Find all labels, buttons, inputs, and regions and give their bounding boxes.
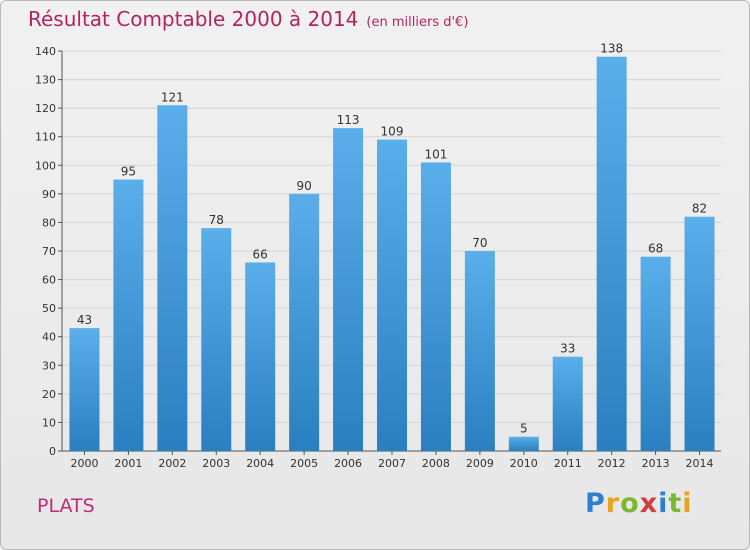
y-tick-label: 20 <box>42 388 56 401</box>
chart-title-text: Résultat Comptable 2000 à 2014 <box>28 7 359 31</box>
y-tick-label: 80 <box>42 216 56 229</box>
chart-unit: (en milliers d'€) <box>366 15 469 30</box>
logo-letter: t <box>668 488 683 519</box>
x-tick-label: 2007 <box>378 457 406 470</box>
y-tick-label: 30 <box>42 359 56 372</box>
bar-value-label: 78 <box>209 213 224 227</box>
chart-title: Résultat Comptable 2000 à 2014 (en millie… <box>28 7 468 31</box>
y-tick-label: 40 <box>42 331 56 344</box>
y-tick-label: 120 <box>35 102 56 115</box>
bar <box>420 162 451 451</box>
logo-letter: r <box>605 488 621 519</box>
x-tick-label: 2005 <box>290 457 318 470</box>
y-tick-label: 10 <box>42 416 56 429</box>
bar <box>377 139 407 452</box>
x-tick-label: 2012 <box>598 457 626 470</box>
bar-value-label: 33 <box>560 342 575 356</box>
x-tick-label: 2008 <box>422 457 450 470</box>
bar <box>69 328 100 451</box>
bar-value-label: 90 <box>296 179 311 193</box>
bar-value-label: 68 <box>648 242 663 256</box>
bar <box>201 228 232 451</box>
bar <box>508 436 539 451</box>
bar-value-label: 66 <box>253 247 268 261</box>
bar <box>552 356 583 451</box>
bar-value-label: 113 <box>337 113 360 127</box>
bar-value-label: 82 <box>692 202 707 216</box>
y-tick-label: 0 <box>49 445 56 458</box>
x-tick-label: 2006 <box>334 457 362 470</box>
bar-value-label: 109 <box>381 125 404 139</box>
y-tick-label: 90 <box>42 188 56 201</box>
bar-value-label: 95 <box>121 165 136 179</box>
y-tick-label: 110 <box>35 131 56 144</box>
logo-letter: x <box>639 488 659 519</box>
y-tick-label: 130 <box>35 74 56 87</box>
bar-value-label: 70 <box>472 236 487 250</box>
x-tick-label: 2001 <box>114 457 142 470</box>
bar-value-label: 121 <box>161 90 184 104</box>
bar-value-label: 43 <box>77 313 92 327</box>
x-tick-label: 2003 <box>202 457 230 470</box>
bar <box>464 251 495 451</box>
bar <box>640 256 671 451</box>
bar <box>596 56 627 451</box>
commune-name: PLATS <box>37 495 95 517</box>
bar <box>157 105 188 452</box>
logo-letter: i <box>682 488 693 519</box>
y-tick-label: 60 <box>42 274 56 287</box>
x-tick-label: 2013 <box>642 457 670 470</box>
bar-value-label: 101 <box>424 147 447 161</box>
y-tick-label: 70 <box>42 245 56 258</box>
bar <box>684 216 715 451</box>
x-tick-label: 2010 <box>510 457 538 470</box>
y-tick-label: 50 <box>42 302 56 315</box>
logo-letter: P <box>585 488 606 519</box>
bar <box>245 262 276 451</box>
proxiti-logo: Proxiti <box>585 488 693 519</box>
bar <box>289 193 320 451</box>
x-tick-label: 2009 <box>466 457 494 470</box>
bar-value-label: 138 <box>600 42 623 56</box>
logo-letter: i <box>658 488 669 519</box>
x-tick-label: 2011 <box>554 457 582 470</box>
y-tick-label: 140 <box>35 45 56 58</box>
x-tick-label: 2014 <box>686 457 714 470</box>
x-tick-label: 2000 <box>70 457 98 470</box>
logo-letter: o <box>620 488 640 519</box>
x-tick-label: 2002 <box>158 457 186 470</box>
bar <box>333 128 364 451</box>
bar <box>113 179 144 452</box>
x-tick-label: 2004 <box>246 457 274 470</box>
bar-value-label: 5 <box>520 422 528 436</box>
y-tick-label: 100 <box>35 159 56 172</box>
